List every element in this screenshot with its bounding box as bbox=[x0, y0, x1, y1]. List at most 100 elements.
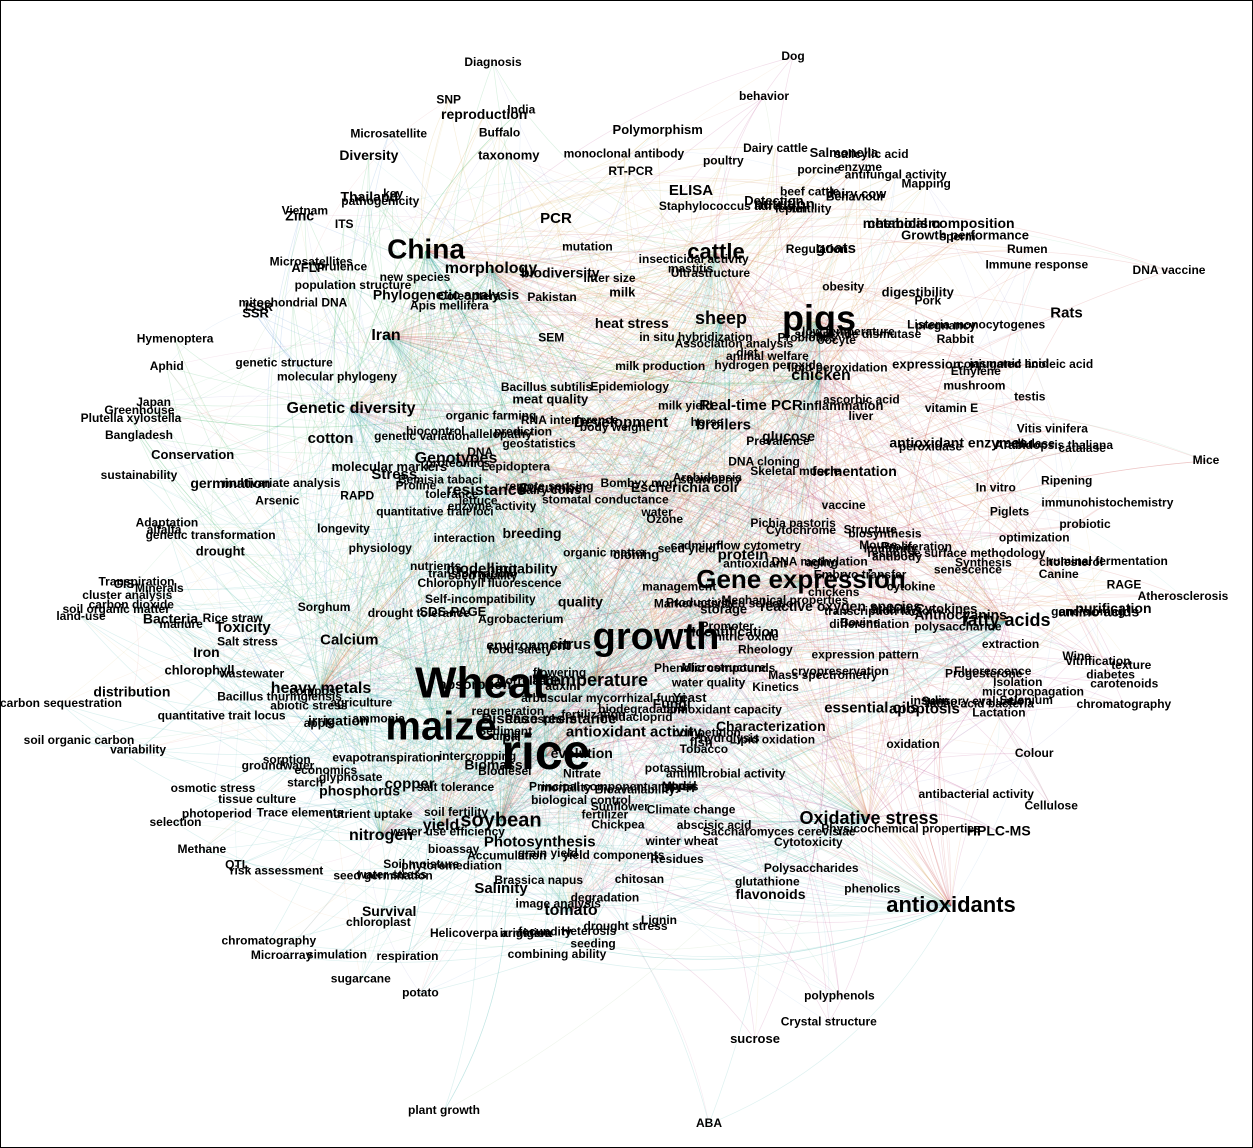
network-edge bbox=[308, 580, 802, 711]
network-edge bbox=[868, 656, 1077, 820]
network-edge bbox=[655, 235, 966, 640]
network-edge bbox=[595, 586, 912, 682]
network-edge bbox=[385, 335, 1027, 702]
keyword-label: chromatography bbox=[221, 934, 316, 948]
network-edge bbox=[138, 435, 482, 687]
network-edge bbox=[758, 375, 822, 547]
network-edge bbox=[500, 252, 717, 890]
network-edge bbox=[380, 656, 1132, 837]
network-edge bbox=[435, 431, 1034, 693]
network-edge bbox=[868, 444, 1030, 820]
network-edge bbox=[587, 247, 820, 322]
network-edge bbox=[440, 645, 529, 730]
network-edge bbox=[277, 324, 632, 502]
network-edge bbox=[493, 375, 822, 767]
network-edge bbox=[723, 620, 1007, 676]
network-edge bbox=[485, 490, 747, 638]
network-edge bbox=[349, 480, 441, 641]
network-edge bbox=[216, 757, 680, 815]
network-edge bbox=[350, 408, 541, 843]
network-edge bbox=[550, 400, 1007, 622]
network-edge bbox=[525, 905, 952, 960]
network-edge bbox=[763, 462, 841, 608]
network-edge bbox=[425, 250, 1019, 684]
network-edge bbox=[972, 364, 1010, 673]
network-edge bbox=[308, 353, 748, 707]
network-edge bbox=[388, 467, 502, 822]
network-edge bbox=[925, 184, 1072, 564]
network-edge bbox=[425, 250, 716, 670]
network-edge bbox=[330, 438, 512, 739]
network-edge bbox=[490, 755, 547, 934]
keyword-label: mortality bbox=[540, 780, 591, 794]
keyword-label: Soil moisture bbox=[383, 857, 459, 871]
network-edge bbox=[455, 405, 959, 460]
network-edge bbox=[490, 239, 717, 270]
network-edge bbox=[216, 813, 442, 842]
keyword-label: yield components bbox=[562, 848, 664, 862]
network-edge bbox=[201, 458, 457, 851]
network-edge bbox=[206, 564, 756, 669]
network-edge bbox=[455, 458, 683, 842]
network-edge bbox=[440, 375, 822, 730]
network-edge bbox=[570, 818, 870, 912]
network-edge bbox=[558, 545, 879, 905]
network-edge bbox=[380, 816, 502, 837]
network-edge bbox=[247, 641, 268, 801]
network-edge bbox=[710, 273, 1007, 622]
network-edge bbox=[548, 486, 952, 907]
network-edge bbox=[385, 335, 871, 531]
network-edge bbox=[320, 688, 572, 912]
network-edge bbox=[500, 620, 1007, 822]
network-edge bbox=[80, 616, 768, 883]
network-edge bbox=[504, 731, 952, 907]
network-edge bbox=[477, 268, 529, 757]
network-edge bbox=[381, 250, 442, 827]
network-edge bbox=[385, 335, 470, 788]
network-edge bbox=[818, 320, 1010, 513]
network-edge bbox=[350, 408, 870, 820]
network-edge bbox=[580, 601, 766, 651]
keyword-label: management bbox=[642, 579, 716, 593]
network-edge bbox=[480, 292, 623, 687]
network-edge bbox=[380, 375, 822, 837]
keyword-label: reproduction bbox=[441, 106, 527, 122]
network-edge bbox=[455, 320, 820, 789]
network-edge bbox=[570, 907, 660, 922]
network-edge bbox=[174, 339, 352, 410]
network-edge bbox=[251, 446, 931, 675]
network-edge bbox=[587, 247, 820, 322]
network-edge bbox=[950, 561, 1109, 907]
network-edge bbox=[586, 190, 692, 682]
keyword-label: Ozone bbox=[646, 512, 683, 526]
network-edge bbox=[490, 644, 1011, 934]
network-edge bbox=[153, 252, 717, 407]
network-edge bbox=[350, 408, 952, 907]
network-edge bbox=[855, 194, 1007, 622]
network-edge bbox=[570, 580, 802, 912]
network-edge bbox=[581, 680, 598, 755]
network-edge bbox=[547, 818, 870, 869]
network-edge bbox=[777, 441, 1184, 598]
keyword-label: Physicochemical properties bbox=[821, 821, 981, 835]
network-edge bbox=[279, 697, 382, 837]
network-edge bbox=[385, 335, 436, 433]
keyword-label: obesity bbox=[822, 279, 864, 293]
network-edge bbox=[720, 318, 822, 377]
network-edge bbox=[319, 320, 820, 725]
network-edge bbox=[136, 582, 870, 820]
keyword-label: HPLC-MS bbox=[967, 823, 1031, 839]
network-edge bbox=[500, 818, 870, 854]
network-edge bbox=[485, 490, 690, 699]
network-edge bbox=[258, 307, 657, 640]
keyword-label: prediction bbox=[494, 424, 552, 438]
network-edge bbox=[678, 320, 821, 788]
network-edge bbox=[715, 209, 812, 254]
keyword-label: lettuce bbox=[459, 493, 498, 507]
keyword-label: horse bbox=[691, 415, 724, 429]
network-edge bbox=[350, 268, 492, 410]
network-edge bbox=[504, 339, 956, 773]
network-edge bbox=[710, 160, 724, 254]
network-edge bbox=[581, 620, 1007, 756]
network-edge bbox=[392, 194, 540, 445]
